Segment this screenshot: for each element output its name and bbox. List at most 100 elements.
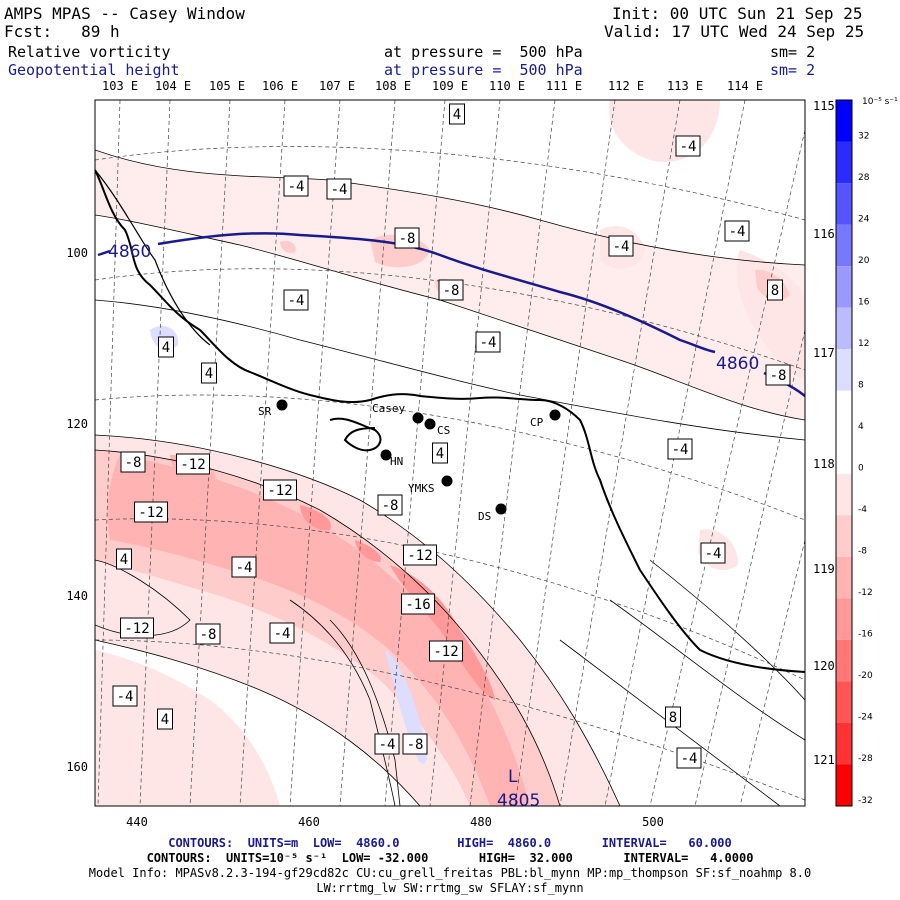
svg-text:-4: -4 — [480, 335, 497, 351]
lon-label: 112 E — [608, 79, 644, 93]
colorbar-segment — [836, 100, 852, 142]
svg-text:8: 8 — [771, 283, 779, 299]
colorbar-segment — [836, 349, 852, 391]
vorticity-shading — [95, 100, 805, 806]
field2-level: at pressure = 500 hPa — [384, 61, 583, 79]
colorbar-tick-label: 8 — [858, 380, 864, 390]
vorticity-contour-label: -4 — [475, 331, 501, 353]
colorbar-segment — [836, 722, 852, 765]
vorticity-contour-label: -4 — [283, 175, 309, 197]
height-label-right: 4860 — [716, 354, 759, 374]
vorticity-contour-label: -8 — [195, 623, 221, 645]
svg-text:-4: -4 — [680, 139, 697, 155]
station-label: DS — [478, 510, 491, 523]
forecast-hour: Fcst: 89 h — [4, 22, 120, 41]
vorticity-contour-label: -8 — [377, 494, 403, 516]
colorbar-segment — [836, 307, 852, 350]
colorbar-segment — [836, 432, 852, 474]
x-tick-label: 480 — [470, 815, 492, 829]
colorbar-tick-label: -32 — [858, 796, 873, 806]
colorbar-tick-label: -4 — [858, 505, 867, 515]
vorticity-contour-label: -4 — [112, 685, 138, 707]
plot-frame — [94, 99, 806, 807]
lon-label: 105 E — [209, 79, 245, 93]
x-tick-label: 440 — [126, 815, 148, 829]
vorticity-contour-label: -4 — [283, 289, 309, 311]
init-time: Init: 00 UTC Sun 21 Sep 25 — [612, 4, 863, 23]
low-marker: L — [508, 767, 518, 787]
valid-time: Valid: 17 UTC Wed 24 Sep 25 — [604, 22, 865, 41]
vorticity-contour-label: -4 — [667, 438, 693, 460]
vorticity-contour-label: -12 — [429, 640, 463, 662]
svg-text:-12: -12 — [267, 483, 292, 499]
field2-smoothing: sm= 2 — [770, 61, 816, 79]
vorticity-contour-label: 8 — [665, 706, 681, 728]
top-lon-labels: 103 E 104 E 105 E 106 E 107 E 108 E 109 … — [102, 79, 763, 93]
svg-text:-4: -4 — [288, 293, 305, 309]
vorticity-contour-label: 4 — [158, 336, 174, 358]
svg-text:4: 4 — [162, 340, 170, 356]
vorticity-contour-label: -12 — [120, 617, 154, 639]
svg-text:-8: -8 — [407, 737, 424, 753]
svg-text:4: 4 — [120, 552, 128, 568]
colorbar-segment — [836, 141, 852, 184]
lon-label: 113 E — [667, 79, 703, 93]
vorticity-contour-label: -4 — [675, 135, 701, 157]
ice-edge — [95, 169, 211, 346]
colorbar-segment — [836, 266, 852, 308]
svg-text:-4: -4 — [613, 239, 630, 255]
colorbar-segment — [836, 556, 852, 599]
svg-text:4: 4 — [205, 366, 213, 382]
y-tick-label: 140 — [66, 589, 88, 603]
svg-text:-8: -8 — [443, 283, 460, 299]
station-label: SR — [258, 405, 272, 418]
vorticity-contour-label: -4 — [608, 235, 634, 257]
height-contour-4860-left — [97, 249, 111, 257]
svg-text:4: 4 — [161, 712, 169, 728]
colorbar-segment — [836, 390, 852, 433]
vorticity-contour-label: -4 — [269, 622, 295, 644]
vorticity-contour-label: -12 — [403, 544, 437, 566]
lon-label: 111 E — [546, 79, 582, 93]
station-marker — [549, 409, 561, 421]
svg-text:-4: -4 — [681, 751, 698, 767]
y-tick-label: 160 — [66, 760, 88, 774]
field1-level: at pressure = 500 hPa — [384, 43, 583, 61]
station-label: HN — [390, 455, 403, 468]
vorticity-contour-label: -4 — [326, 178, 352, 200]
colorbar-tick-label: -16 — [858, 630, 873, 640]
station-label: CP — [530, 416, 544, 429]
svg-text:-4: -4 — [331, 182, 348, 198]
lon-label: 106 E — [262, 79, 298, 93]
vorticity-contour-label: -12 — [263, 479, 297, 501]
x-tick-label: 460 — [298, 815, 320, 829]
colorbar-frame — [835, 99, 853, 807]
left-axis-labels: 100 120 140 160 — [66, 246, 88, 774]
vorticity-labels: 4 -4 -4 -4 -8 -4 -4 -4 -8 4 -4 8 4 -8 -12 -12 -12 -8 4 -4 -4… — [112, 103, 791, 769]
colorbar-segment — [836, 639, 852, 682]
footer-model-info: Model Info: MPASv8.2.3-194-gf29cd82c CU:… — [88, 866, 812, 880]
station-label: YMKS — [408, 482, 435, 495]
svg-text:-12: -12 — [124, 621, 149, 637]
svg-text:-4: -4 — [117, 689, 134, 705]
colorbar-segment — [836, 473, 852, 516]
vorticity-contour-label: 4 — [432, 442, 448, 464]
svg-text:-4: -4 — [288, 179, 305, 195]
svg-text:-8: -8 — [770, 368, 787, 384]
colorbar-tick-label: 20 — [858, 256, 870, 266]
vorticity-contour-label: -4 — [231, 556, 257, 578]
field1-smoothing: sm= 2 — [770, 43, 816, 61]
svg-text:-4: -4 — [236, 560, 253, 576]
svg-text:4: 4 — [436, 446, 444, 462]
vorticity-contour-label: 4 — [116, 548, 132, 570]
colorbar-tick-label: 16 — [858, 297, 870, 307]
coastline — [95, 169, 805, 673]
y-tick-label: 120 — [66, 417, 88, 431]
svg-text:-8: -8 — [399, 231, 416, 247]
vorticity-contour-label: 8 — [767, 279, 783, 301]
vorticity-contour-label: -8 — [402, 733, 428, 755]
vorticity-contour-label: -4 — [724, 220, 750, 242]
vorticity-contour-label: -8 — [438, 279, 464, 301]
station-marker — [495, 503, 507, 515]
